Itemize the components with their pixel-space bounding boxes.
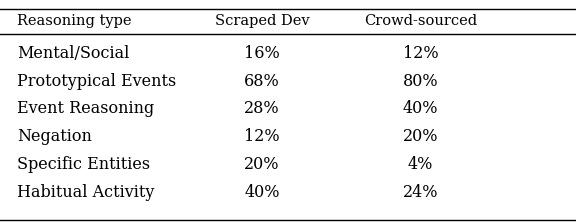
Text: 20%: 20% [244,156,280,173]
Text: Event Reasoning: Event Reasoning [17,100,154,117]
Text: 16%: 16% [244,45,280,62]
Text: Reasoning type: Reasoning type [17,14,132,28]
Text: Crowd-sourced: Crowd-sourced [364,14,477,28]
Text: Scraped Dev: Scraped Dev [215,14,309,28]
Text: 40%: 40% [403,100,438,117]
Text: Prototypical Events: Prototypical Events [17,73,176,89]
Text: 24%: 24% [403,184,438,200]
Text: 28%: 28% [244,100,280,117]
Text: 12%: 12% [403,45,438,62]
Text: 20%: 20% [403,128,438,145]
Text: 80%: 80% [403,73,438,89]
Text: 12%: 12% [244,128,280,145]
Text: 68%: 68% [244,73,280,89]
Text: Negation: Negation [17,128,92,145]
Text: 40%: 40% [244,184,280,200]
Text: Habitual Activity: Habitual Activity [17,184,154,200]
Text: Mental/Social: Mental/Social [17,45,130,62]
Text: Specific Entities: Specific Entities [17,156,150,173]
Text: 4%: 4% [408,156,433,173]
